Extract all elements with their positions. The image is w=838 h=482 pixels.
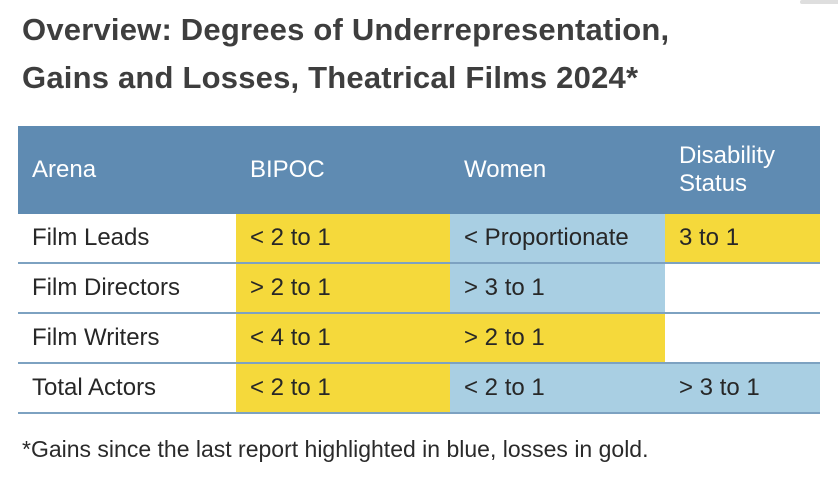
cell-film-leads-disability: 3 to 1 [665,214,820,264]
cell-film-leads-bipoc: < 2 to 1 [236,214,450,264]
cell-film-writers-women: > 2 to 1 [450,314,665,364]
row-label-film-writers: Film Writers [18,314,236,364]
cell-film-writers-disability [665,314,820,364]
header-cell-women: Women [450,126,665,214]
cell-film-writers-bipoc: < 4 to 1 [236,314,450,364]
cell-total-actors-bipoc: < 2 to 1 [236,364,450,414]
cell-total-actors-disability: > 3 to 1 [665,364,820,414]
row-label-film-directors: Film Directors [18,264,236,314]
page-title: Overview: Degrees of Underrepresentation… [22,6,822,102]
underrepresentation-table: Arena BIPOC Women Disability Status Film… [18,126,820,414]
cell-film-directors-bipoc: > 2 to 1 [236,264,450,314]
row-label-film-leads: Film Leads [18,214,236,264]
header-cell-arena: Arena [18,126,236,214]
page-title-line-2: Gains and Losses, Theatrical Films 2024* [22,60,639,95]
scrollbar-fragment-icon [800,0,838,4]
page-title-line-1: Overview: Degrees of Underrepresentation… [22,12,670,47]
cell-film-directors-women: > 3 to 1 [450,264,665,314]
row-label-total-actors: Total Actors [18,364,236,414]
cell-film-leads-women: < Proportionate [450,214,665,264]
header-cell-disability-status: Disability Status [665,126,820,214]
header-cell-bipoc: BIPOC [236,126,450,214]
footnote: *Gains since the last report highlighted… [22,436,649,462]
cell-film-directors-disability [665,264,820,314]
cell-total-actors-women: < 2 to 1 [450,364,665,414]
